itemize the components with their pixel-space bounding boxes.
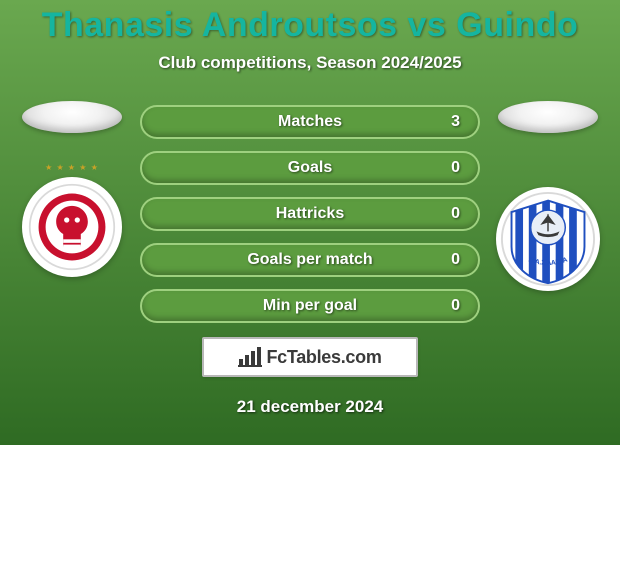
stat-label: Min per goal	[263, 297, 357, 315]
stat-row-goals-per-match: Goals per match 0	[140, 243, 480, 277]
stat-right-value: 3	[451, 113, 460, 131]
club-badge-left-stars: ★ ★ ★ ★ ★	[45, 163, 99, 172]
club-badge-right: Π.Α.Σ ΛΑΜΙΑ	[496, 187, 600, 291]
page-title: Thanasis Androutsos vs Guindo	[0, 6, 620, 45]
stat-right-value: 0	[451, 251, 460, 269]
stat-label: Matches	[278, 113, 342, 131]
stat-row-hattricks: Hattricks 0	[140, 197, 480, 231]
lamia-crest-icon: Π.Α.Σ ΛΑΜΙΑ	[500, 191, 596, 287]
columns: ★ ★ ★ ★ ★ Matches 3	[0, 101, 620, 323]
page-subtitle: Club competitions, Season 2024/2025	[0, 53, 620, 73]
stat-label: Goals per match	[247, 251, 372, 269]
stat-row-goals: Goals 0	[140, 151, 480, 185]
stat-right-value: 0	[451, 297, 460, 315]
footer-date: 21 december 2024	[0, 397, 620, 417]
brand-text: FcTables.com	[266, 347, 381, 368]
comparison-card: Thanasis Androutsos vs Guindo Club compe…	[0, 0, 620, 417]
stat-label: Goals	[288, 159, 332, 177]
player-right-head-placeholder	[498, 101, 598, 133]
club-badge-left: ★ ★ ★ ★ ★	[22, 177, 122, 277]
brand-box: FcTables.com	[202, 337, 418, 377]
player-left-head-placeholder	[22, 101, 122, 133]
stat-row-matches: Matches 3	[140, 105, 480, 139]
player-right-column: Π.Α.Σ ΛΑΜΙΑ	[498, 101, 598, 291]
bar-chart-icon	[238, 347, 262, 367]
stat-label: Hattricks	[276, 205, 344, 223]
stat-right-value: 0	[451, 205, 460, 223]
olympiacos-crest-icon	[28, 183, 116, 271]
stat-right-value: 0	[451, 159, 460, 177]
stats-column: Matches 3 Goals 0 Hattricks 0 Goals per …	[140, 101, 480, 323]
player-left-column: ★ ★ ★ ★ ★	[22, 101, 122, 277]
stat-row-min-per-goal: Min per goal 0	[140, 289, 480, 323]
